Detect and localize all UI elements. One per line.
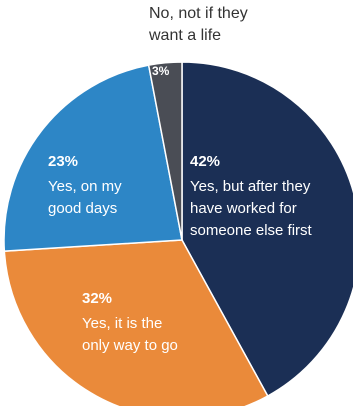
pie-slice-42 bbox=[181, 61, 353, 397]
slice-3-percent: 3% bbox=[152, 64, 170, 78]
slice-3-callout: No, not if they want a life bbox=[149, 3, 299, 47]
slice-32-label-line-2: only way to go bbox=[82, 337, 178, 354]
pie-slice-23 bbox=[3, 64, 183, 252]
slice-32-label-line-1: Yes, it is the bbox=[82, 315, 162, 332]
slice-32-percent: 32% bbox=[82, 290, 112, 307]
pie-slices bbox=[3, 61, 353, 406]
pie-slice-32 bbox=[3, 239, 269, 406]
slice-23-label-line-1: Yes, on my bbox=[48, 178, 122, 195]
slice-3-label-line-1: No, not if they bbox=[149, 5, 248, 22]
slice-23-label-line-2: good days bbox=[48, 200, 117, 217]
slice-23-percent: 23% bbox=[48, 153, 78, 170]
slice-42-percent: 42% bbox=[190, 153, 220, 170]
slice-3-label-line-2: want a life bbox=[149, 27, 222, 44]
pie-slice-3 bbox=[147, 61, 183, 241]
slice-42-label-line-1: Yes, but after they bbox=[190, 178, 311, 195]
slice-42-label-line-3: someone else first bbox=[190, 222, 313, 239]
slice-42-label-line-2: have worked for bbox=[190, 200, 297, 217]
